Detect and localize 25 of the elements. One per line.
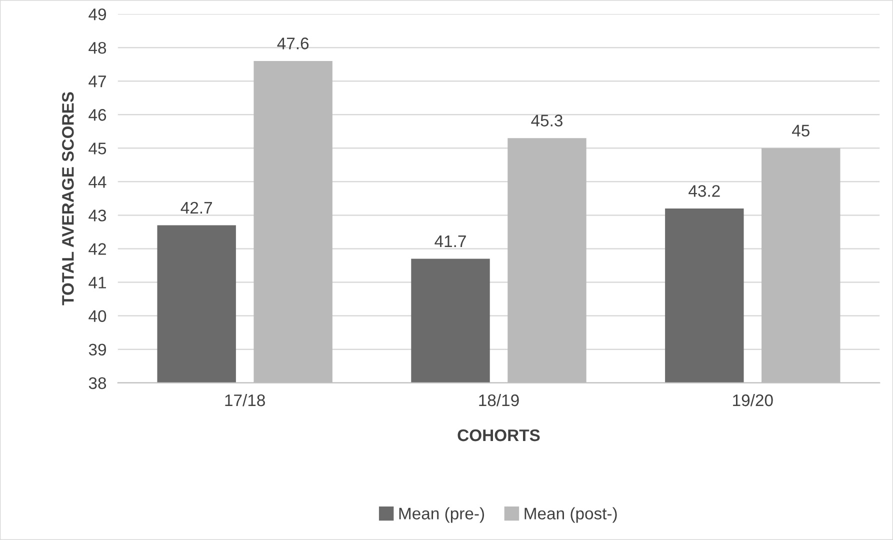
x-tick-label: 17/18	[225, 394, 265, 406]
y-tick-label: 39	[88, 344, 106, 356]
data-label: 43.2	[688, 185, 720, 197]
y-tick-label: 41	[88, 276, 106, 288]
y-tick-label: 42	[88, 243, 106, 255]
y-tick-label: 43	[88, 210, 106, 222]
legend-label: Mean (pre-)	[399, 507, 484, 523]
y-tick-label: 48	[88, 42, 106, 54]
y-tick-label: 38	[88, 377, 106, 390]
y-axis-title: TOTAL AVERAGE SCORES	[62, 92, 74, 306]
data-label: 47.6	[277, 38, 309, 50]
data-label: 45.3	[531, 114, 562, 126]
y-tick-label: 47	[88, 76, 106, 88]
data-label: 45	[792, 124, 810, 137]
data-label: 42.7	[180, 202, 212, 214]
y-tick-label: 45	[88, 142, 106, 154]
x-tick-label: 19/20	[733, 394, 773, 406]
y-tick-label: 40	[88, 310, 106, 322]
data-label: 41.7	[434, 236, 466, 248]
x-tick-label: 18/19	[479, 394, 519, 406]
y-tick-label: 44	[88, 176, 106, 188]
y-tick-label: 46	[88, 109, 106, 121]
y-tick-label: 49	[88, 8, 106, 20]
legend-label: Mean (post-)	[524, 507, 617, 523]
x-axis-title: COHORTS	[458, 429, 540, 442]
